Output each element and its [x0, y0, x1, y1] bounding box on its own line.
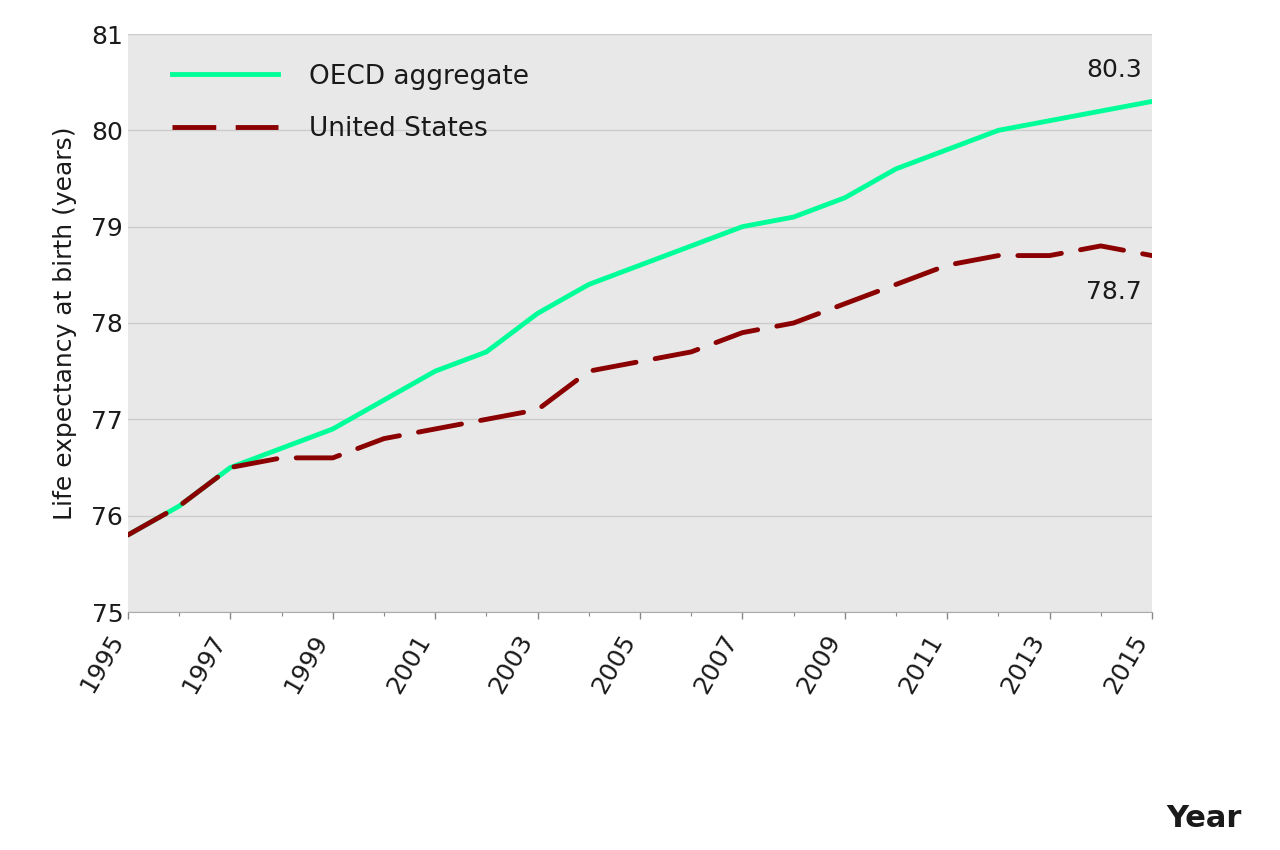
Text: Year: Year	[1166, 804, 1242, 833]
Legend: OECD aggregate, United States: OECD aggregate, United States	[161, 53, 540, 152]
Y-axis label: Life expectancy at birth (years): Life expectancy at birth (years)	[54, 127, 77, 519]
Text: 78.7: 78.7	[1085, 280, 1142, 303]
Text: 80.3: 80.3	[1085, 58, 1142, 82]
